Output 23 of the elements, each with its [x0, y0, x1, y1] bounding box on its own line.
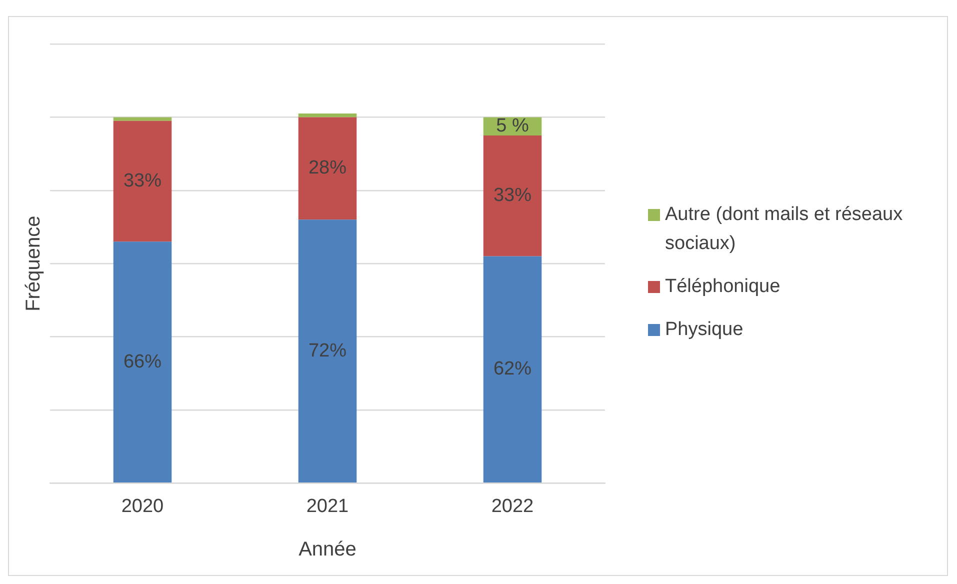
bar	[298, 220, 357, 483]
bar	[483, 136, 542, 256]
x-tick-label: 2020	[121, 496, 164, 517]
bar	[483, 256, 542, 483]
bar	[298, 117, 357, 220]
data-label: 33%	[123, 170, 162, 192]
bar	[113, 242, 172, 483]
data-label: 62%	[493, 358, 532, 380]
data-label: 33%	[493, 185, 532, 206]
data-label: 5 %	[496, 116, 529, 137]
x-axis-title: Année	[298, 538, 356, 561]
data-label: 66%	[123, 351, 162, 372]
bar	[113, 120, 172, 242]
data-label: 28%	[308, 158, 347, 179]
legend-label: Autre (dont mails et réseaux sociaux)	[665, 203, 904, 256]
bar	[298, 114, 357, 118]
legend-label: Physique	[665, 318, 744, 342]
bar	[113, 117, 172, 121]
x-tick-label: 2022	[491, 496, 534, 517]
x-tick-label: 2021	[306, 496, 349, 517]
legend-label: Téléphonique	[665, 275, 780, 299]
data-label: 72%	[308, 340, 347, 362]
y-axis-title: Fréquence	[22, 216, 45, 312]
